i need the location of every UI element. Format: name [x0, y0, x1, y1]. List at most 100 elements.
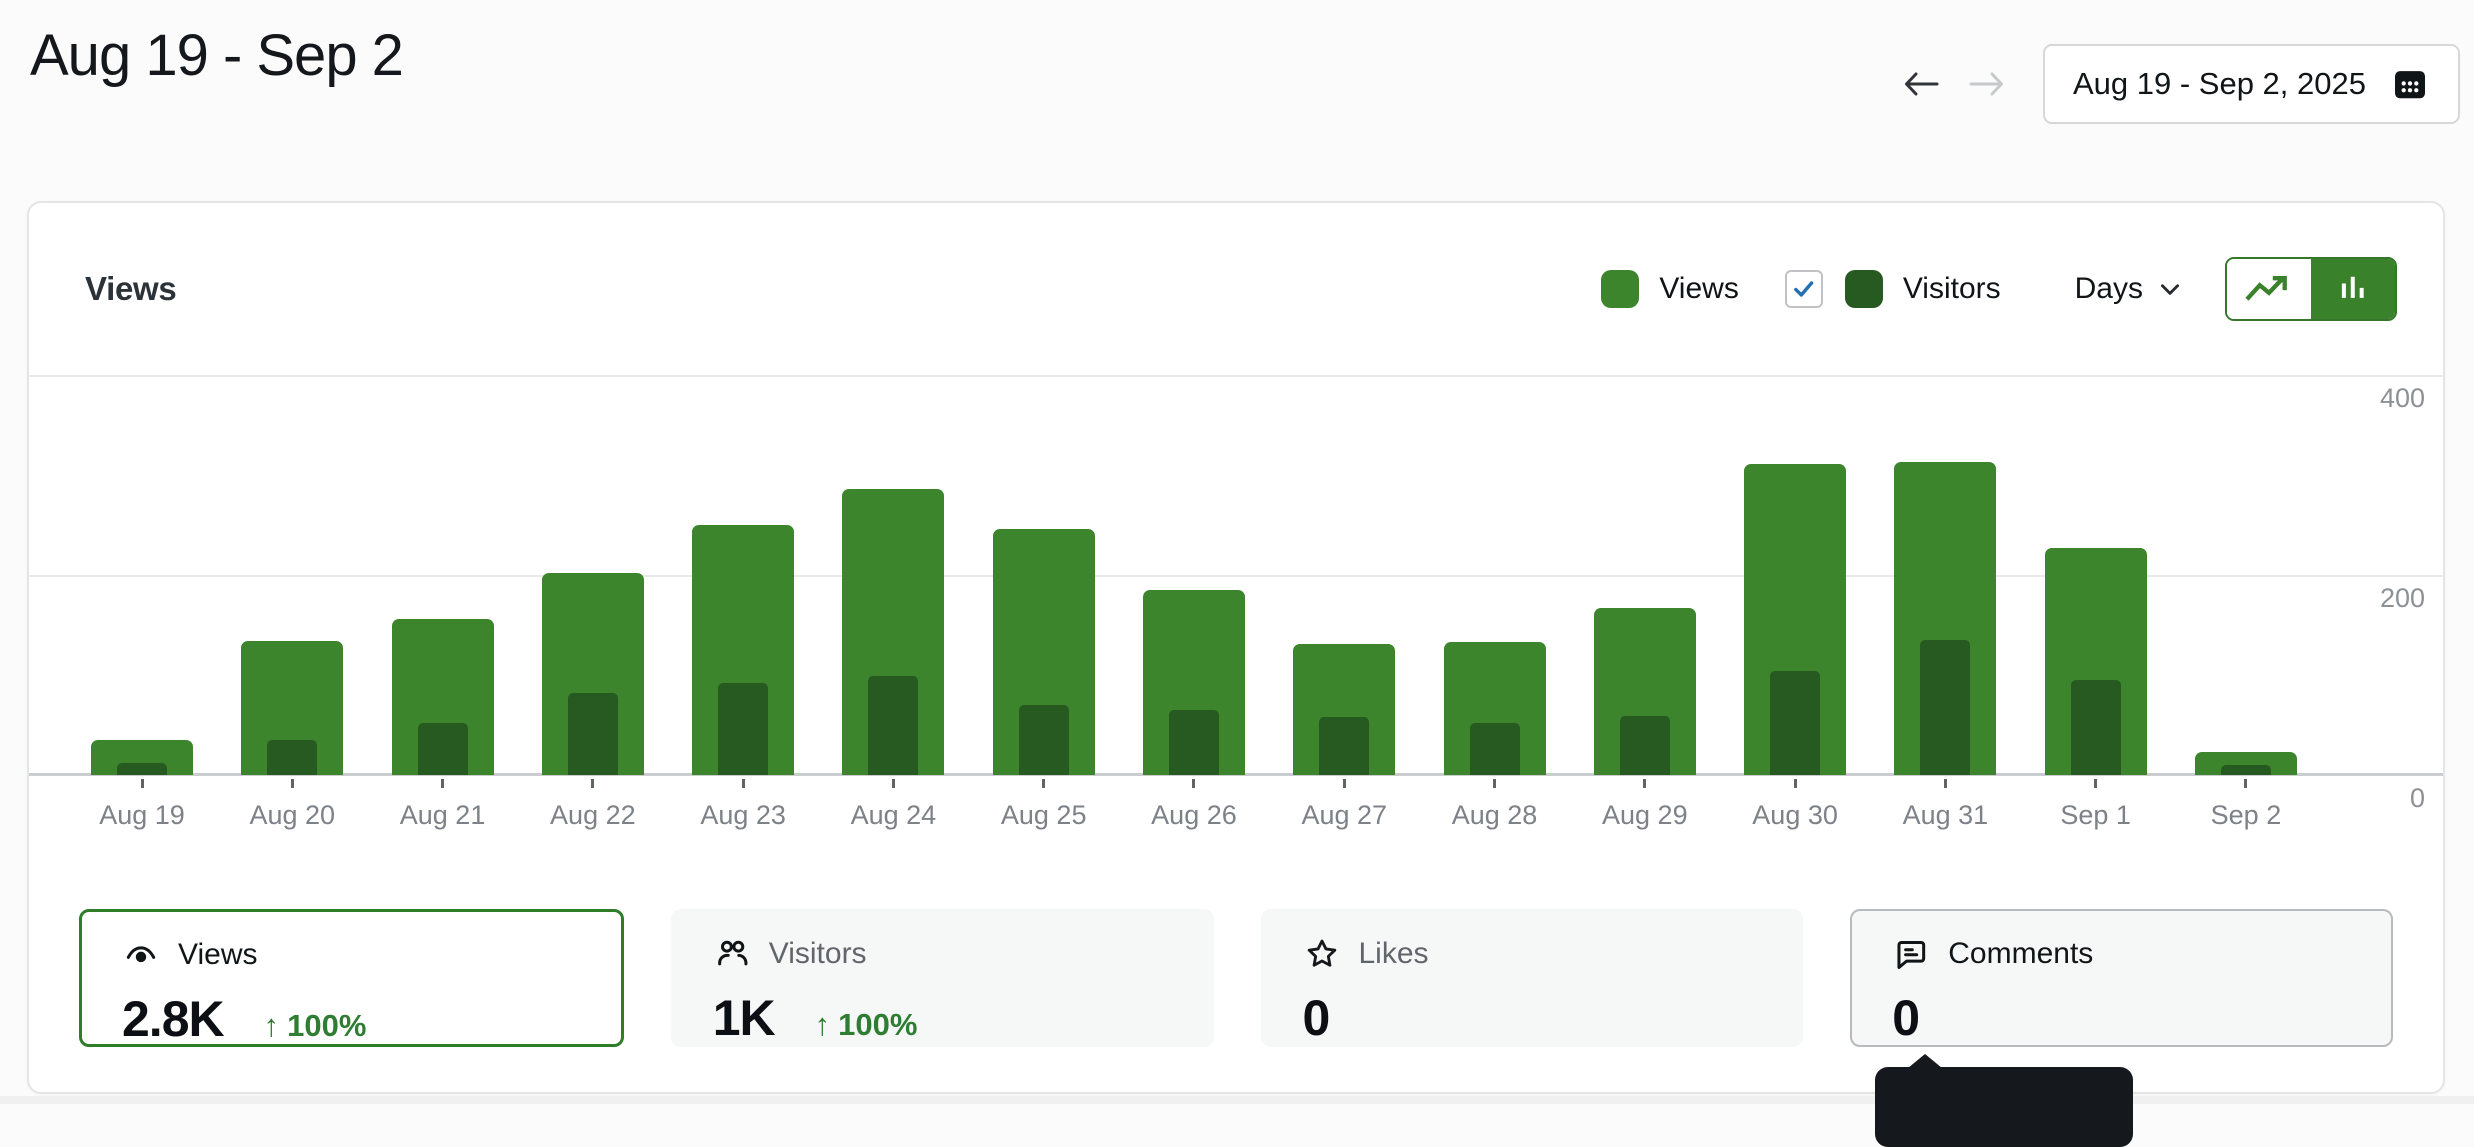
star-icon	[1303, 935, 1341, 973]
x-axis-cell-sep-2: Sep 2	[2195, 779, 2297, 831]
x-tick-mark	[2094, 779, 2098, 788]
visitors-bar	[2220, 765, 2271, 775]
bar-chart-icon	[2333, 269, 2373, 309]
legend-item-visitors[interactable]: Visitors	[1784, 270, 2001, 308]
visitors-checkbox[interactable]	[1784, 270, 1823, 308]
x-tick-mark	[140, 779, 144, 788]
x-tick-mark	[1643, 779, 1647, 788]
bar-group-aug-31[interactable]	[1894, 375, 1997, 775]
x-axis-cell-aug-27: Aug 27	[1293, 779, 1395, 831]
bar-group-aug-23[interactable]	[692, 375, 795, 775]
stat-card-views[interactable]: Views 2.8K ↑ 100%	[79, 909, 624, 1047]
x-axis-cell-aug-28: Aug 28	[1444, 779, 1546, 831]
stat-card-visitors[interactable]: Visitors 1K ↑ 100%	[670, 909, 1214, 1047]
bar-group-aug-20[interactable]	[241, 375, 344, 775]
page-title: Aug 19 - Sep 2	[30, 23, 404, 88]
views-bar	[2194, 752, 2297, 775]
x-tick-label: Aug 29	[1602, 800, 1688, 830]
x-axis-cell-aug-20: Aug 20	[241, 779, 343, 831]
gridline-200	[29, 575, 2443, 577]
visitors-bar	[2070, 680, 2121, 775]
bar-group-aug-24[interactable]	[842, 375, 945, 775]
comment-icon	[1892, 935, 1930, 973]
x-tick-label: Aug 31	[1902, 800, 1989, 830]
visitors-bar	[1469, 723, 1520, 775]
stat-value: 0	[1892, 990, 1920, 1046]
x-tick-label: Aug 24	[850, 800, 937, 830]
legend-item-views[interactable]: Views	[1601, 270, 1739, 308]
previous-period-button[interactable]	[1893, 56, 1949, 112]
stat-value: 2.8K	[122, 991, 225, 1047]
x-tick-label: Aug 27	[1301, 800, 1388, 830]
visitors-legend-swatch	[1844, 270, 1883, 308]
gridline-400	[29, 375, 2443, 377]
x-tick-mark	[1493, 779, 1497, 788]
bar-group-aug-25[interactable]	[992, 375, 1095, 775]
visitors-bar	[1319, 717, 1370, 775]
x-axis-cell-aug-19: Aug 19	[91, 779, 193, 831]
x-tick-label: Aug 21	[399, 800, 486, 830]
views-legend-label: Views	[1659, 272, 1739, 305]
interval-dropdown[interactable]: Days	[2075, 272, 2183, 306]
bar-group-sep-1[interactable]	[2044, 375, 2147, 775]
x-tick-mark	[741, 779, 745, 788]
x-tick-mark	[2244, 779, 2248, 788]
bar-group-aug-21[interactable]	[391, 375, 494, 775]
visitors-bar	[417, 723, 468, 775]
x-axis-cell-aug-23: Aug 23	[692, 779, 794, 831]
x-tick-label: Sep 2	[2210, 800, 2282, 830]
x-axis-cell-aug-22: Aug 22	[542, 779, 644, 831]
page-background-strip	[0, 1096, 2474, 1104]
bar-group-aug-27[interactable]	[1293, 375, 1396, 775]
bar-group-aug-29[interactable]	[1593, 375, 1696, 775]
x-axis-cell-sep-1: Sep 1	[2045, 779, 2147, 831]
date-range-label: Aug 19 - Sep 2, 2025	[2072, 66, 2366, 101]
stat-label: Visitors	[768, 937, 867, 970]
visitors-bar	[1770, 671, 1821, 775]
visitors-bar	[718, 683, 769, 775]
summary-cards-row: Views 2.8K ↑ 100% Visitors	[79, 909, 2393, 1047]
stat-card-comments[interactable]: Comments 0	[1850, 909, 2393, 1047]
x-tick-mark	[1042, 779, 1046, 788]
stat-label: Likes	[1358, 937, 1429, 970]
interval-selected-label: Days	[2074, 272, 2143, 305]
arrow-right-icon	[1965, 68, 2009, 100]
x-tick-label: Aug 26	[1151, 800, 1237, 830]
x-axis-cell-aug-24: Aug 24	[842, 779, 944, 831]
bar-group-aug-26[interactable]	[1142, 375, 1245, 775]
stat-label: Views	[178, 938, 258, 971]
x-tick-mark	[441, 779, 445, 788]
chart-controls: Views Visitors Days	[1601, 257, 2397, 321]
visitors-bar	[868, 676, 919, 775]
next-period-button[interactable]	[1959, 56, 2015, 112]
chart-type-toggle	[2225, 257, 2397, 321]
bar-group-aug-30[interactable]	[1744, 375, 1847, 775]
x-axis-cell-aug-26: Aug 26	[1143, 779, 1245, 831]
stat-card-likes[interactable]: Likes 0	[1260, 909, 1804, 1047]
x-tick-mark	[1943, 779, 1947, 788]
x-tick-mark	[290, 779, 294, 788]
line-chart-toggle-button[interactable]	[2227, 259, 2311, 319]
bar-group-sep-2[interactable]	[2194, 375, 2297, 775]
calendar-icon	[2390, 64, 2430, 104]
x-tick-label: Sep 1	[2060, 800, 2131, 830]
x-tick-mark	[891, 779, 895, 788]
visitors-bar	[1920, 640, 1971, 775]
x-axis-cell-aug-25: Aug 25	[993, 779, 1095, 831]
bar-group-aug-22[interactable]	[541, 375, 644, 775]
x-tick-mark	[1342, 779, 1346, 788]
views-chart-card: Views Views Visitors Days	[27, 201, 2445, 1094]
stat-trend: ↑ 100%	[814, 1007, 918, 1042]
bar-chart-toggle-button[interactable]	[2311, 259, 2395, 319]
x-axis-cell-aug-31: Aug 31	[1894, 779, 1996, 831]
x-tick-label: Aug 25	[1000, 800, 1087, 830]
bars-layer	[91, 375, 2297, 775]
chart-card-header: Views Views Visitors Days	[85, 203, 2397, 375]
visitors-bar	[1619, 716, 1670, 775]
bar-group-aug-19[interactable]	[91, 375, 193, 775]
checkmark-icon	[1791, 276, 1817, 302]
x-axis-cell-aug-30: Aug 30	[1744, 779, 1846, 831]
bar-group-aug-28[interactable]	[1443, 375, 1546, 775]
date-range-picker-button[interactable]: Aug 19 - Sep 2, 2025	[2042, 44, 2460, 124]
y-tick-label-200: 200	[2379, 583, 2425, 613]
